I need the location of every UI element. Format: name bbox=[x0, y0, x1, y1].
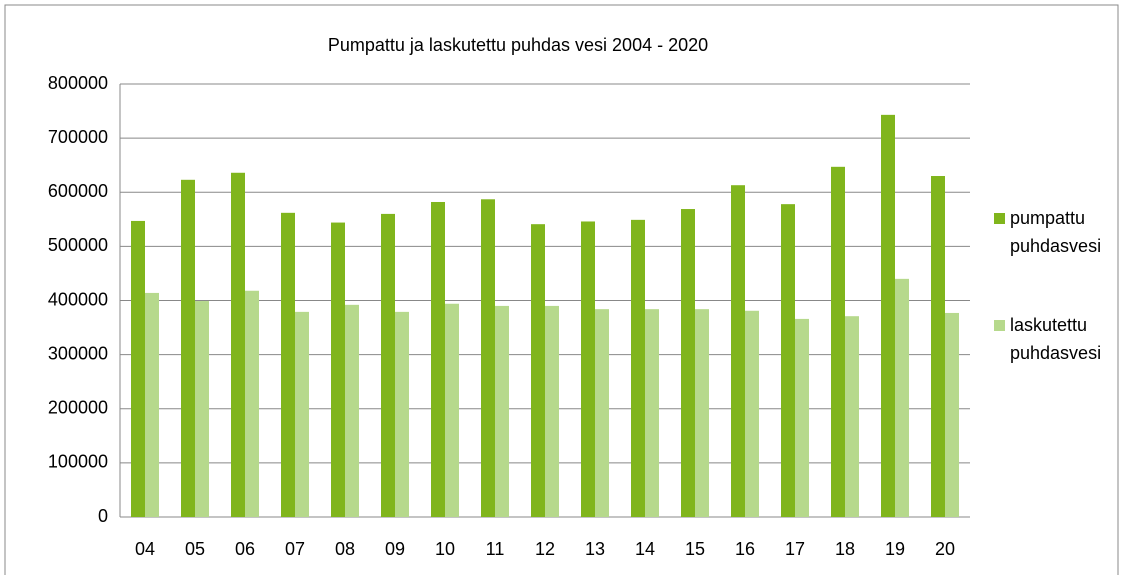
bar bbox=[845, 316, 859, 517]
bar bbox=[245, 290, 259, 517]
y-tick-label: 200000 bbox=[48, 398, 108, 418]
bar bbox=[745, 310, 759, 517]
x-tick-label: 17 bbox=[785, 539, 805, 559]
legend-label: pumpattu puhdasvesi bbox=[1010, 208, 1102, 256]
y-tick-label: 800000 bbox=[48, 73, 108, 93]
bar bbox=[795, 318, 809, 517]
bar bbox=[545, 305, 559, 517]
x-tick-label: 12 bbox=[535, 539, 555, 559]
bar bbox=[695, 309, 709, 517]
x-tick-label: 07 bbox=[285, 539, 305, 559]
x-tick-label: 19 bbox=[885, 539, 905, 559]
legend-swatch bbox=[994, 320, 1005, 331]
bar bbox=[645, 309, 659, 517]
x-tick-label: 05 bbox=[185, 539, 205, 559]
bar bbox=[381, 213, 395, 517]
bar bbox=[195, 301, 209, 517]
bar bbox=[931, 176, 945, 517]
bar bbox=[945, 312, 959, 517]
legend-swatch bbox=[994, 213, 1005, 224]
x-tick-label: 13 bbox=[585, 539, 605, 559]
x-tick-label: 10 bbox=[435, 539, 455, 559]
bar bbox=[781, 204, 795, 517]
y-tick-label: 500000 bbox=[48, 235, 108, 255]
bar bbox=[495, 305, 509, 517]
bar bbox=[145, 292, 159, 517]
x-tick-label: 06 bbox=[235, 539, 255, 559]
bar bbox=[281, 212, 295, 517]
bar bbox=[345, 304, 359, 517]
bar bbox=[531, 224, 545, 517]
chart-title: Pumpattu ja laskutettu puhdas vesi 2004 … bbox=[328, 35, 708, 55]
x-tick-label: 08 bbox=[335, 539, 355, 559]
bar bbox=[445, 303, 459, 517]
bar bbox=[395, 311, 409, 517]
x-tick-label: 09 bbox=[385, 539, 405, 559]
y-tick-label: 400000 bbox=[48, 289, 108, 309]
bar bbox=[631, 219, 645, 517]
x-tick-label: 14 bbox=[635, 539, 655, 559]
bar bbox=[831, 166, 845, 517]
bar bbox=[595, 309, 609, 517]
bar bbox=[295, 311, 309, 517]
x-tick-label: 04 bbox=[135, 539, 155, 559]
x-tick-label: 18 bbox=[835, 539, 855, 559]
y-tick-label: 600000 bbox=[48, 181, 108, 201]
bar bbox=[331, 222, 345, 517]
x-tick-label: 16 bbox=[735, 539, 755, 559]
x-tick-label: 11 bbox=[486, 539, 505, 559]
bar bbox=[731, 185, 745, 517]
bar bbox=[131, 220, 145, 517]
y-tick-label: 700000 bbox=[48, 127, 108, 147]
bar bbox=[431, 201, 445, 517]
bar bbox=[895, 278, 909, 517]
legend-label: laskutettu puhdasvesi bbox=[1010, 315, 1102, 363]
x-tick-label: 15 bbox=[685, 539, 705, 559]
bar bbox=[181, 179, 195, 517]
bar bbox=[581, 221, 595, 518]
bar bbox=[681, 209, 695, 517]
y-tick-label: 100000 bbox=[48, 452, 108, 472]
y-tick-label: 0 bbox=[98, 506, 108, 526]
bar bbox=[881, 114, 895, 517]
x-tick-label: 20 bbox=[935, 539, 955, 559]
y-tick-label: 300000 bbox=[48, 343, 108, 363]
bar bbox=[231, 172, 245, 517]
bar bbox=[481, 199, 495, 517]
